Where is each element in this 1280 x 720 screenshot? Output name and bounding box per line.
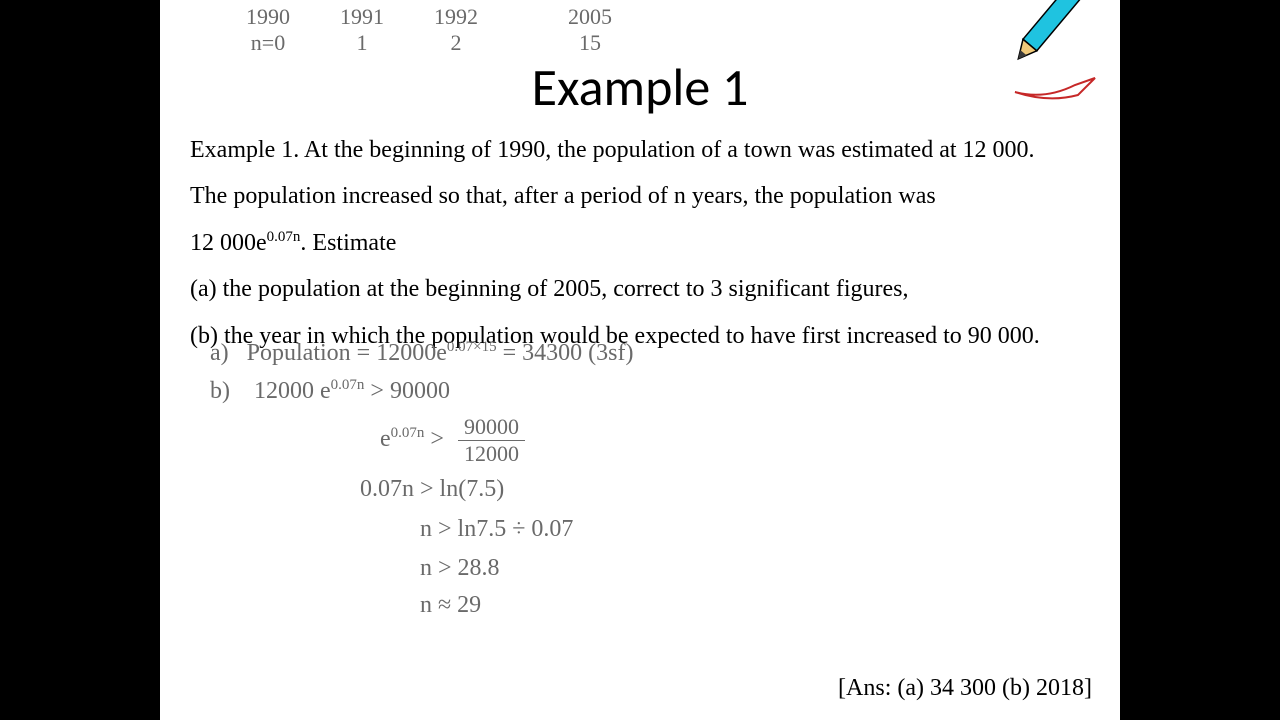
problem-text: Example 1. At the beginning of 1990, the… (190, 128, 1100, 360)
handwritten-solution: a) Population = 12000e0.07×15 = 34300 (3… (210, 340, 633, 630)
problem-part-a: (a) the population at the beginning of 2… (190, 267, 1100, 311)
work-b2: e0.07n > 90000 12000 (380, 416, 633, 465)
n-15: 15 (562, 30, 618, 56)
problem-line-2: The population increased so that, after … (190, 174, 1100, 218)
work-b3: 0.07n > ln(7.5) (360, 477, 633, 502)
work-b5: n > 28.8 (420, 556, 633, 581)
page-title: Example 1 (160, 55, 1120, 119)
year-1992: 1992 (428, 4, 484, 30)
work-b1: b) 12000 e0.07n > 90000 (210, 378, 633, 404)
work-a: a) Population = 12000e0.07×15 = 34300 (3… (210, 340, 633, 366)
work-b4: n > ln7.5 ÷ 0.07 (420, 517, 633, 542)
n-1: 1 (334, 30, 390, 56)
handwritten-header: 1990 1991 1992 2005 n=0 1 2 15 (240, 4, 618, 57)
n-0: n=0 (240, 30, 296, 56)
document-page: 1990 1991 1992 2005 n=0 1 2 15 Example 1… (160, 0, 1120, 720)
fraction: 90000 12000 (458, 416, 525, 465)
pencil-icon (1000, 0, 1110, 105)
year-2005: 2005 (562, 4, 618, 30)
year-1990: 1990 (240, 4, 296, 30)
problem-line-1: Example 1. At the beginning of 1990, the… (190, 128, 1100, 172)
year-1991: 1991 (334, 4, 390, 30)
n-2: 2 (428, 30, 484, 56)
work-b6: n ≈ 29 (420, 593, 633, 618)
problem-line-3: 12 000e0.07n. Estimate (190, 221, 1100, 265)
answer-key: [Ans: (a) 34 300 (b) 2018] (838, 675, 1092, 702)
